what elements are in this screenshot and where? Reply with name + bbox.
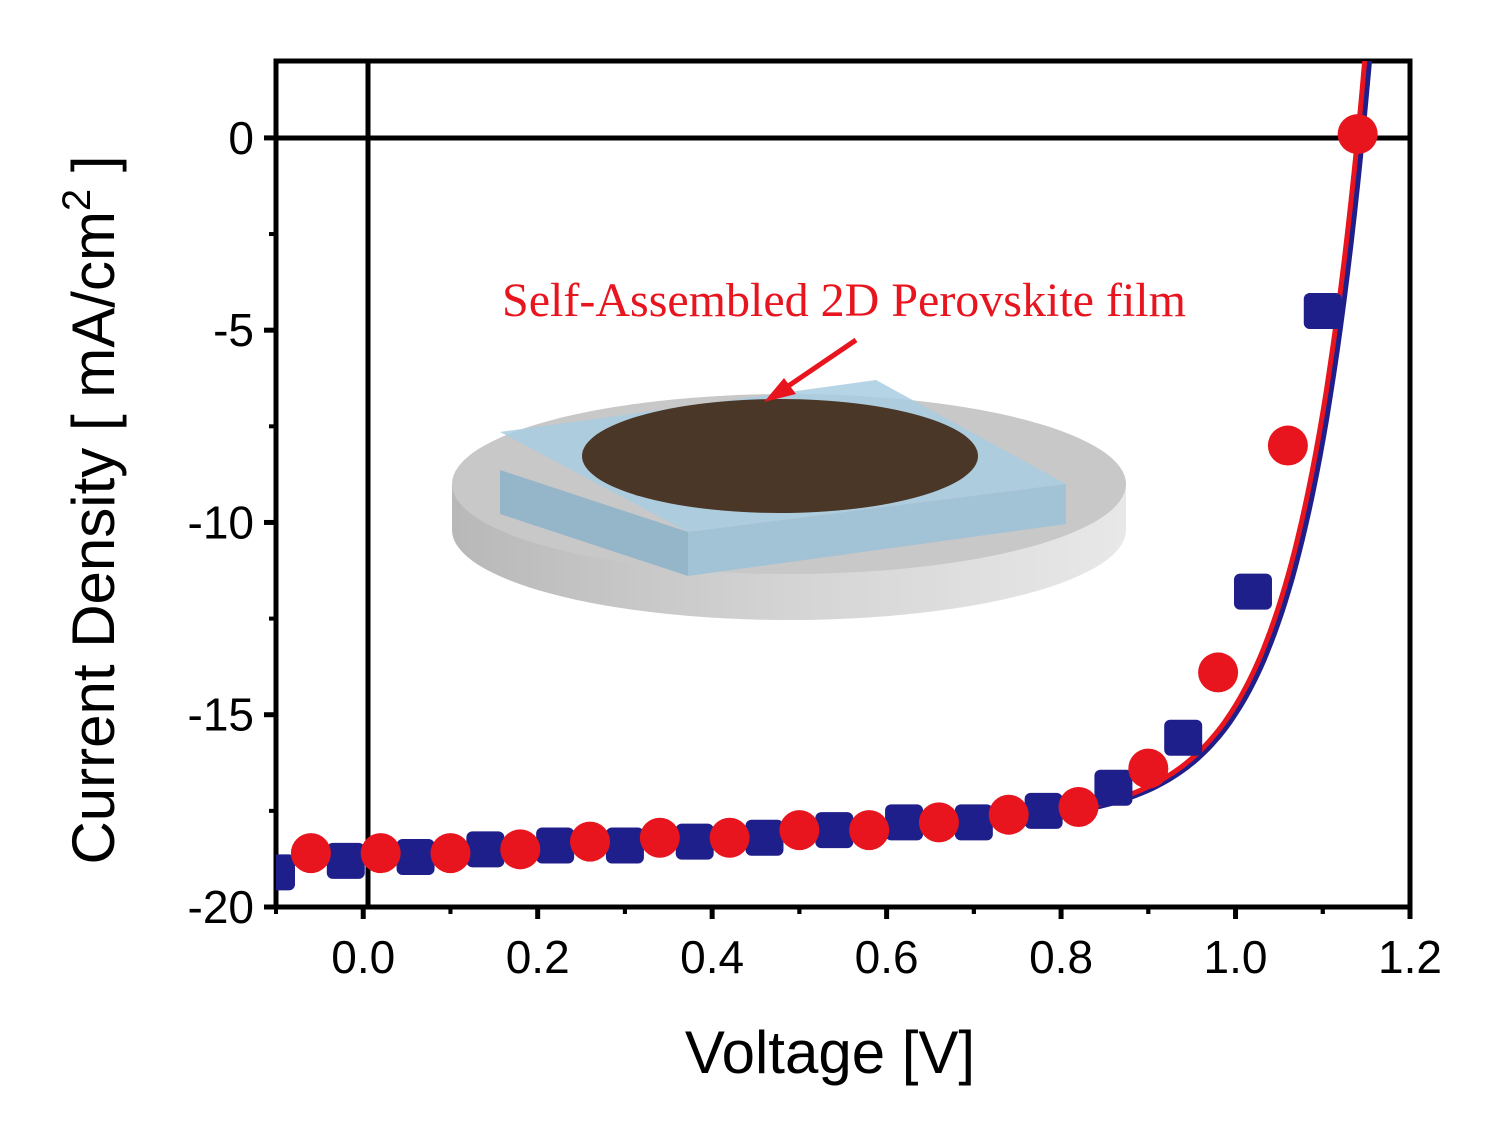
square-data-point (536, 827, 575, 864)
circle-data-point (849, 810, 890, 851)
series-layer (276, 61, 1378, 891)
y-axis-title-main: Current Density [ mA/cm (60, 211, 127, 864)
square-data-point (605, 827, 644, 864)
circle-data-point (500, 829, 541, 870)
circle-data-point (1337, 114, 1378, 155)
square-data-point (1024, 792, 1063, 829)
glass-slide-front (688, 484, 1066, 576)
square-data-point (326, 842, 365, 879)
square-data-point (396, 839, 435, 876)
y-tick-label: -15 (188, 689, 254, 741)
y-tick-label: 0 (228, 112, 254, 164)
y-axis-title-superscript: 2 (55, 189, 99, 211)
square-data-point (675, 823, 714, 860)
square-data-point (1164, 719, 1203, 756)
tick-labels-layer: 0.0 0.2 0.4 0.6 0.8 1.0 1.2 0 -5 -10 -15 -20 (188, 112, 1442, 983)
x-axis-title: Voltage [V] (685, 1019, 975, 1086)
circle-data-point (290, 833, 331, 874)
circle-data-point (360, 833, 401, 874)
x-tick-label: 1.0 (1204, 931, 1268, 983)
square-data-point (885, 804, 924, 841)
circle-data-point (1267, 425, 1308, 466)
annotation-arrowhead (764, 378, 796, 402)
x-tick-label: 0.6 (855, 931, 919, 983)
x-tick-label: 0.2 (506, 931, 570, 983)
ticks-layer (264, 135, 1413, 919)
square-data-point (954, 804, 993, 841)
circle-data-point (1058, 787, 1099, 828)
annotation-label: Self-Assembled 2D Perovskite film (502, 274, 1186, 327)
y-axis-title-close: ] (60, 155, 127, 188)
circle-data-point (779, 810, 820, 851)
x-tick-label: 0.4 (680, 931, 744, 983)
square-data-point (815, 812, 854, 849)
circle-data-point (1128, 748, 1169, 789)
square-data-point (1233, 573, 1272, 610)
circle-data-point (570, 821, 611, 862)
x-tick-label: 0.0 (331, 931, 395, 983)
x-tick-label: 1.2 (1378, 931, 1442, 983)
square-data-point (745, 819, 784, 856)
circle-data-point (1198, 652, 1239, 693)
annotation-arrow (776, 337, 858, 396)
x-tick-label: 0.8 (1029, 931, 1093, 983)
y-tick-label: -20 (188, 881, 254, 933)
square-data-point (466, 831, 505, 868)
plot-frame (273, 58, 1413, 910)
inset-device-illustration: Self-Assembled 2D Perovskite film (452, 274, 1186, 620)
y-tick-label: -5 (213, 304, 254, 356)
circle-data-point (639, 817, 680, 858)
perovskite-film (582, 399, 978, 513)
circle-data-point (918, 802, 959, 843)
circle-data-point (430, 833, 471, 874)
glass-slide-side (500, 470, 688, 576)
square-data-point (276, 854, 295, 891)
square-data-point (1094, 769, 1133, 806)
square-data-point (1303, 292, 1342, 329)
circle-data-point (988, 794, 1029, 835)
circle-data-point (709, 817, 750, 858)
y-axis-title: Current Density [ mA/cm2 ] (55, 155, 127, 864)
y-tick-label: -10 (188, 496, 254, 548)
